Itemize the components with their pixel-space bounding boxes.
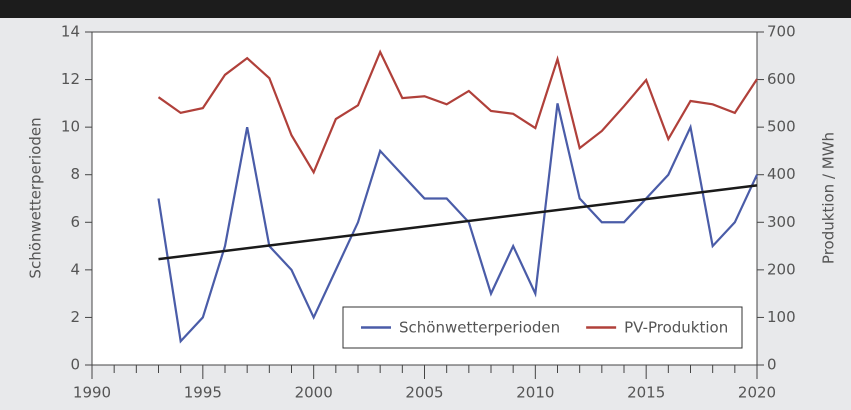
y2-tick-label: 400 — [767, 165, 796, 183]
x-tick-label: 2015 — [627, 384, 665, 402]
y-axis-label: Schönwetterperioden — [27, 117, 45, 278]
y-tick-label: 12 — [61, 70, 80, 88]
y-tick-label: 10 — [61, 118, 80, 136]
y2-tick-label: 300 — [767, 213, 796, 231]
y-tick-label: 0 — [70, 356, 80, 374]
series-line — [157, 103, 758, 344]
y2-tick-label: 500 — [767, 118, 796, 136]
legend-label: Schönwetterperioden — [399, 319, 560, 337]
x-tick-label: 1990 — [73, 384, 111, 402]
series-line — [157, 49, 758, 175]
x-tick-label: 2000 — [295, 384, 333, 402]
y2-tick-label: 700 — [767, 23, 796, 41]
trend-line — [158, 184, 758, 261]
y2-tick-label: 200 — [767, 260, 796, 278]
x-tick-label: 2020 — [738, 384, 776, 402]
y-tick-label: 6 — [70, 213, 80, 231]
y-tick-label: 8 — [70, 165, 80, 183]
x-tick-label: 1995 — [184, 384, 222, 402]
top-bar — [0, 0, 851, 18]
y-tick-label: 4 — [70, 260, 80, 278]
legend: Schönwetterperioden PV-Produktion — [342, 306, 743, 349]
legend-label: PV-Produktion — [624, 319, 728, 337]
y2-tick-label: 600 — [767, 70, 796, 88]
y2-tick-label: 100 — [767, 308, 796, 326]
y-tick-label: 2 — [70, 308, 80, 326]
y2-axis-label: Produktion / MWh — [820, 132, 838, 264]
legend-box — [342, 306, 743, 349]
y-tick-label: 14 — [61, 23, 80, 41]
x-tick-label: 2010 — [516, 384, 554, 402]
x-tick-label: 2005 — [405, 384, 443, 402]
y2-tick-label: 0 — [767, 356, 777, 374]
